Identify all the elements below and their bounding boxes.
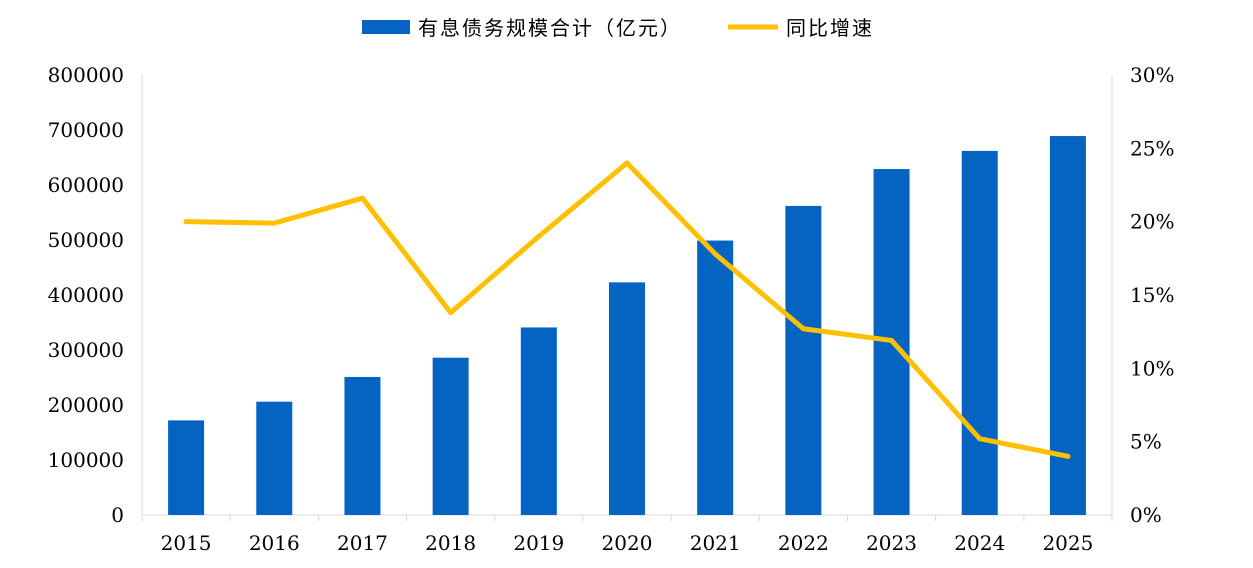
x-axis-ticks: 2015 2016 2017 2018 2019 2020 2021 2022 2023 2024… xyxy=(161,531,1094,555)
right-axis-ticks: 0% 5% 10% 15% 20% 25% 30% xyxy=(1130,63,1174,527)
growth-point-2021 xyxy=(712,251,718,257)
bar-2018 xyxy=(432,357,469,515)
left-tick-label: 200000 xyxy=(48,393,124,417)
right-tick-label: 0% xyxy=(1130,503,1162,527)
bar-2022 xyxy=(785,205,822,515)
left-tick-label: 800000 xyxy=(48,63,124,87)
legend-label-line: 同比增速 xyxy=(786,16,874,40)
left-tick-label: 600000 xyxy=(48,173,124,197)
bar-2021 xyxy=(697,240,734,516)
right-tick-label: 10% xyxy=(1130,356,1174,380)
growth-point-2018 xyxy=(448,310,454,316)
bar-2019 xyxy=(520,327,557,515)
growth-point-2016 xyxy=(271,220,277,226)
left-tick-label: 400000 xyxy=(48,283,124,307)
bar-2024 xyxy=(961,150,998,515)
growth-point-2017 xyxy=(359,195,365,201)
x-tick-label: 2020 xyxy=(602,531,653,555)
growth-point-2023 xyxy=(889,337,895,343)
legend: 有息债务规模合计（亿元） 同比增速 xyxy=(362,16,874,40)
x-tick-label: 2021 xyxy=(690,531,741,555)
x-tick-label: 2025 xyxy=(1042,531,1093,555)
left-tick-label: 500000 xyxy=(48,228,124,252)
left-tick-label: 300000 xyxy=(48,338,124,362)
x-tick-label: 2015 xyxy=(161,531,212,555)
bar-2017 xyxy=(344,376,381,515)
x-tick-label: 2024 xyxy=(954,531,1005,555)
left-tick-label: 0 xyxy=(111,503,124,527)
right-tick-label: 20% xyxy=(1130,210,1174,234)
x-tick-label: 2016 xyxy=(249,531,300,555)
growth-point-2024 xyxy=(977,436,983,442)
x-tick-label: 2023 xyxy=(866,531,917,555)
bar-2016 xyxy=(256,401,293,515)
left-axis-ticks: 0 100000 200000 300000 400000 500000 600000 700… xyxy=(48,63,124,527)
x-tick-label: 2022 xyxy=(778,531,829,555)
right-tick-label: 25% xyxy=(1130,136,1174,160)
left-tick-label: 100000 xyxy=(48,448,124,472)
legend-label-bar: 有息债务规模合计（亿元） xyxy=(418,16,682,40)
growth-point-2020 xyxy=(624,160,630,166)
x-tick-label: 2017 xyxy=(337,531,388,555)
right-tick-label: 30% xyxy=(1130,63,1174,87)
right-tick-label: 5% xyxy=(1130,430,1162,454)
right-tick-label: 15% xyxy=(1130,283,1174,307)
x-tick-label: 2018 xyxy=(425,531,476,555)
x-tick-label: 2019 xyxy=(513,531,564,555)
legend-swatch-bar xyxy=(362,20,410,34)
line-series xyxy=(183,160,1071,459)
growth-point-2015 xyxy=(183,219,189,225)
growth-point-2025 xyxy=(1065,453,1071,459)
bar-2015 xyxy=(168,420,205,515)
growth-point-2022 xyxy=(800,326,806,332)
bar-2020 xyxy=(609,282,645,515)
bar-series xyxy=(168,136,1086,516)
left-tick-label: 700000 xyxy=(48,118,124,142)
growth-point-2019 xyxy=(536,233,542,239)
